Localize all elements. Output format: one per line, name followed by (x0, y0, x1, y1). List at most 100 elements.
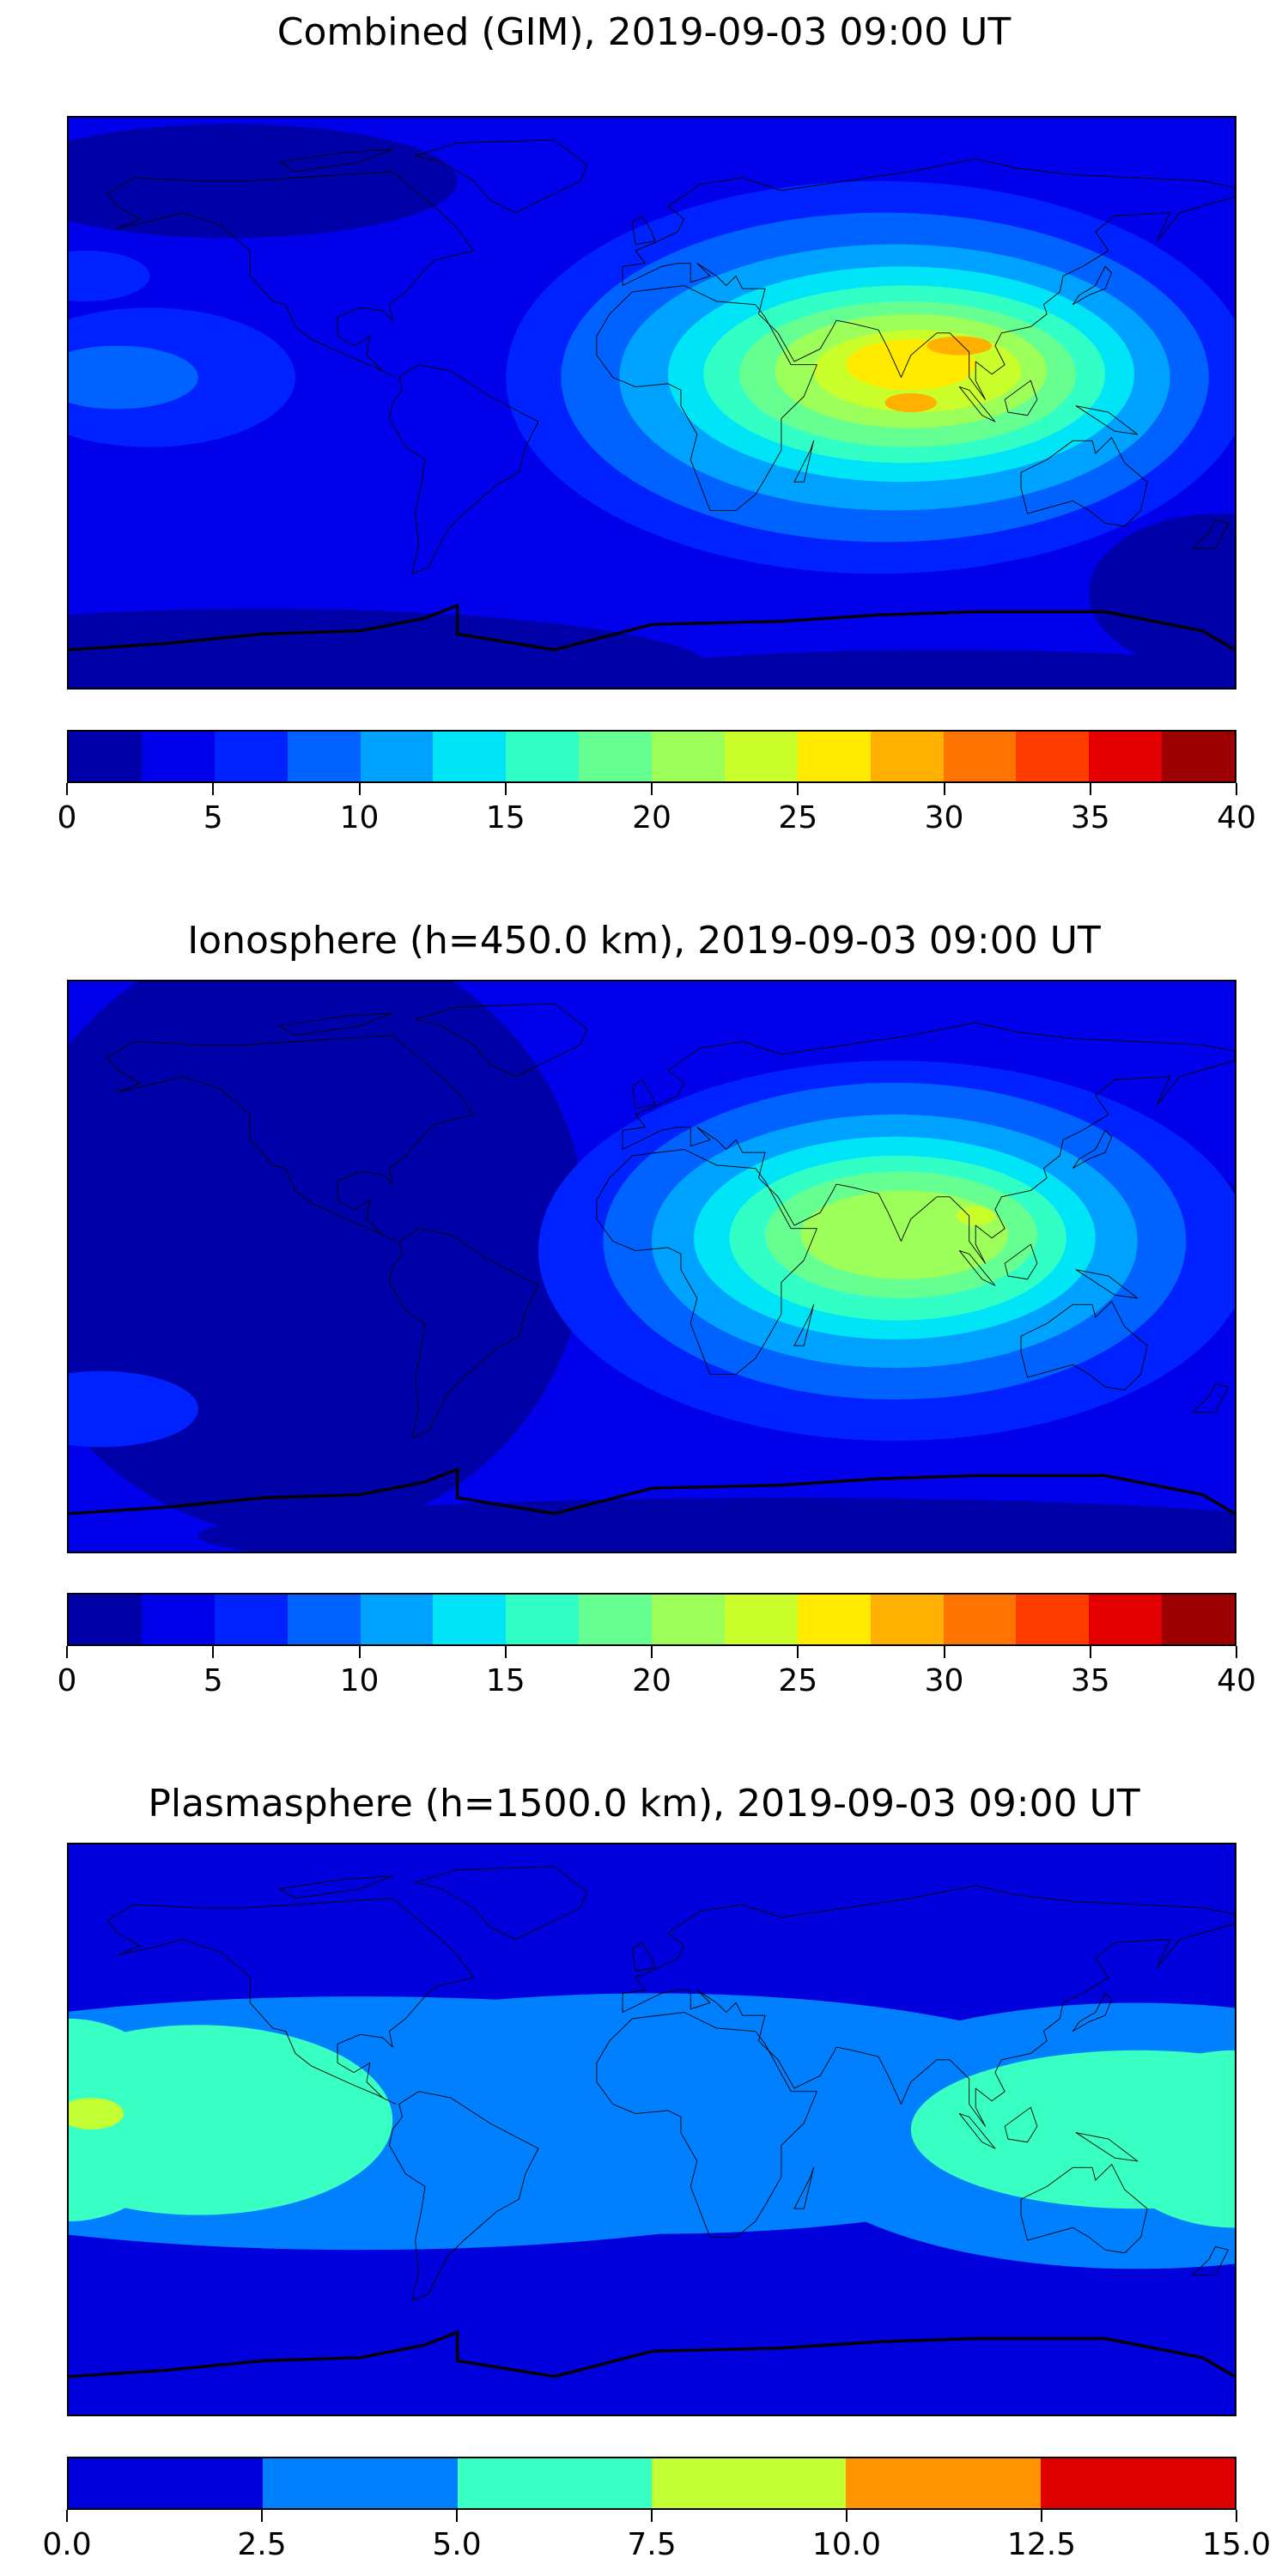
contour-region (69, 1370, 198, 1448)
coastline (107, 1899, 473, 2105)
colorbar-segment (141, 732, 215, 781)
colorbar-tick-label: 2.5 (237, 2527, 287, 2562)
coastline (959, 2114, 994, 2149)
coastline (597, 286, 817, 511)
coastline (1072, 1993, 1111, 2031)
coastline (794, 2167, 814, 2208)
coastline (279, 1013, 392, 1036)
colorbar-tick-label: 12.5 (1006, 2527, 1077, 2562)
coastline (279, 1876, 392, 1899)
map-ionosphere (67, 980, 1236, 1553)
colorbar-tick (358, 1646, 361, 1658)
colorbar-segment (579, 1595, 652, 1644)
colorbar-tick (846, 2510, 848, 2522)
chart-title: Plasmasphere (h=1500.0 km), 2019-09-03 0… (148, 1782, 1140, 1826)
colorbar-segment (1162, 732, 1235, 781)
colorbar-segment (214, 732, 288, 781)
contour-region (956, 1206, 995, 1226)
colorbar-segment (360, 732, 434, 781)
map-combined (67, 116, 1236, 690)
coastline (107, 172, 473, 378)
colorbar-tick-label: 5.0 (432, 2527, 482, 2562)
colorbar-segment (724, 732, 798, 781)
colorbar-tick-label: 30 (924, 800, 964, 835)
colorbar-tick-label: 5 (203, 1663, 223, 1698)
colorbar-segment (360, 1595, 434, 1644)
colorbar-tick (66, 783, 68, 795)
colorbar-tick (797, 783, 799, 795)
colorbar-segment (724, 1595, 798, 1644)
colorbar-tick (1089, 1646, 1091, 1658)
colorbar (67, 1593, 1236, 1646)
colorbar-tick (66, 1646, 68, 1658)
colorbar-tick-label: 10 (339, 800, 380, 835)
contour-region (69, 345, 198, 410)
colorbar-segment (943, 732, 1017, 781)
colorbar-tick (1089, 783, 1091, 795)
coastline (623, 159, 1235, 399)
coastline (107, 1036, 473, 1242)
coastline-antarctica (69, 1467, 1235, 1516)
colorbar-tick-label: 10.0 (811, 2527, 882, 2562)
colorbar-tick (797, 1646, 799, 1658)
contour-region (69, 2098, 125, 2129)
colorbar-tick (504, 783, 507, 795)
colorbar-tick (943, 783, 945, 795)
colorbar-segment (652, 732, 725, 781)
colorbar-segment (651, 2458, 847, 2508)
coastline (959, 387, 994, 422)
coastline (416, 1004, 587, 1077)
colorbar-tick (651, 783, 653, 795)
colorbar-segment (1089, 732, 1163, 781)
coastline (389, 2092, 538, 2300)
colorbar-tick (456, 2510, 458, 2522)
colorbar-tick (1236, 783, 1237, 795)
coastline (1076, 406, 1138, 434)
coastline (623, 1023, 1235, 1263)
colorbar-tick (261, 2510, 263, 2522)
coastline (1076, 1270, 1138, 1298)
colorbar-tick (358, 783, 361, 795)
colorbar-tick-label: 30 (924, 1663, 964, 1698)
coastline (959, 1251, 994, 1286)
coastline (1005, 2107, 1037, 2142)
coastline (416, 1867, 587, 1940)
coastline (794, 1304, 814, 1346)
coastline (1193, 519, 1228, 548)
coastline-antarctica (69, 2330, 1235, 2379)
contour-region (884, 392, 937, 413)
colorbar-segment (287, 1595, 361, 1644)
coastline-antarctica (69, 603, 1235, 652)
coastline (794, 440, 814, 482)
contour-region-low (1089, 513, 1235, 672)
colorbar-tick-label: 20 (632, 800, 671, 835)
colorbar (67, 2457, 1236, 2510)
colorbar-segment (797, 1595, 871, 1644)
colorbar-segment (1040, 2458, 1235, 2508)
coastline (1021, 2165, 1147, 2253)
colorbar-tick-label: 10 (339, 1663, 380, 1698)
colorbar-tick-label: 15 (485, 1663, 526, 1698)
colorbar-segment (214, 1595, 288, 1644)
colorbar-tick-label: 35 (1070, 800, 1110, 835)
colorbar-segment (652, 1595, 725, 1644)
contour-region-low (69, 981, 587, 1536)
colorbar-segment (943, 1595, 1017, 1644)
colorbar-tick-label: 25 (778, 1663, 818, 1698)
coastline (632, 1942, 654, 1971)
coastline (632, 1079, 654, 1108)
contour-region (1105, 2050, 1235, 2228)
colorbar-segment (263, 2458, 458, 2508)
colorbar-tick (66, 2510, 68, 2522)
coastline (1076, 2133, 1138, 2161)
colorbar-tick (943, 1646, 945, 1658)
colorbar-segment (846, 2458, 1041, 2508)
coastline (1072, 266, 1111, 304)
colorbar-segment (506, 732, 580, 781)
colorbar-segment (506, 1595, 580, 1644)
colorbar-tick (1041, 2510, 1042, 2522)
chart-title: Combined (GIM), 2019-09-03 09:00 UT (276, 10, 1012, 54)
colorbar-tick-label: 40 (1217, 800, 1256, 835)
colorbar-tick-label: 25 (778, 800, 818, 835)
colorbar-segment (287, 732, 361, 781)
